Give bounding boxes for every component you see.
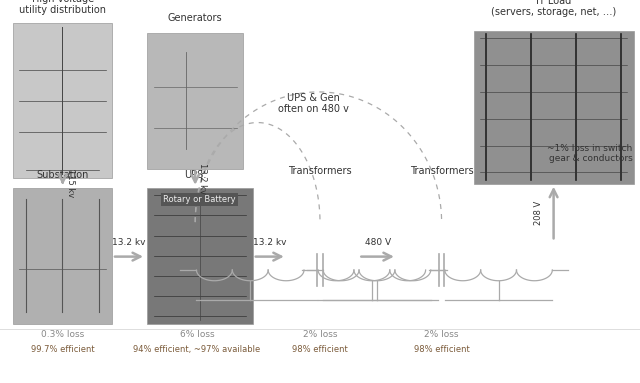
- Text: 2% loss: 2% loss: [303, 330, 337, 339]
- Text: 115 kv: 115 kv: [66, 169, 75, 197]
- Text: Generators: Generators: [168, 13, 223, 23]
- Text: Transformers: Transformers: [288, 166, 352, 176]
- Text: 208 V: 208 V: [534, 200, 543, 225]
- Text: 98% efficient: 98% efficient: [292, 345, 348, 354]
- Text: 6% loss: 6% loss: [180, 330, 214, 339]
- Text: UPS:: UPS:: [184, 170, 207, 180]
- Text: High-voltage
utility distribution: High-voltage utility distribution: [19, 0, 106, 15]
- Text: 0.3% loss: 0.3% loss: [41, 330, 84, 339]
- Text: 98% efficient: 98% efficient: [413, 345, 470, 354]
- Text: IT Load
(servers, storage, net, …): IT Load (servers, storage, net, …): [491, 0, 616, 17]
- Text: 13.2 kv: 13.2 kv: [112, 238, 146, 247]
- Bar: [474, 31, 634, 184]
- Text: Substation: Substation: [36, 170, 89, 180]
- Text: 94% efficient, ~97% available: 94% efficient, ~97% available: [134, 345, 260, 354]
- Bar: [147, 33, 243, 169]
- Text: Rotary or Battery: Rotary or Battery: [163, 195, 236, 204]
- Text: ~1% loss in switch
gear & conductors: ~1% loss in switch gear & conductors: [547, 144, 632, 163]
- Text: Transformers: Transformers: [410, 166, 474, 176]
- Bar: [13, 23, 112, 178]
- Bar: [13, 188, 112, 324]
- Text: 13.2 kv: 13.2 kv: [198, 163, 207, 193]
- Text: 480 V: 480 V: [365, 238, 390, 247]
- Text: 2% loss: 2% loss: [424, 330, 459, 339]
- Text: 13.2 kv: 13.2 kv: [253, 238, 287, 247]
- Bar: [147, 188, 253, 324]
- Text: 99.7% efficient: 99.7% efficient: [31, 345, 95, 354]
- Text: UPS & Gen
often on 480 v: UPS & Gen often on 480 v: [278, 93, 349, 114]
